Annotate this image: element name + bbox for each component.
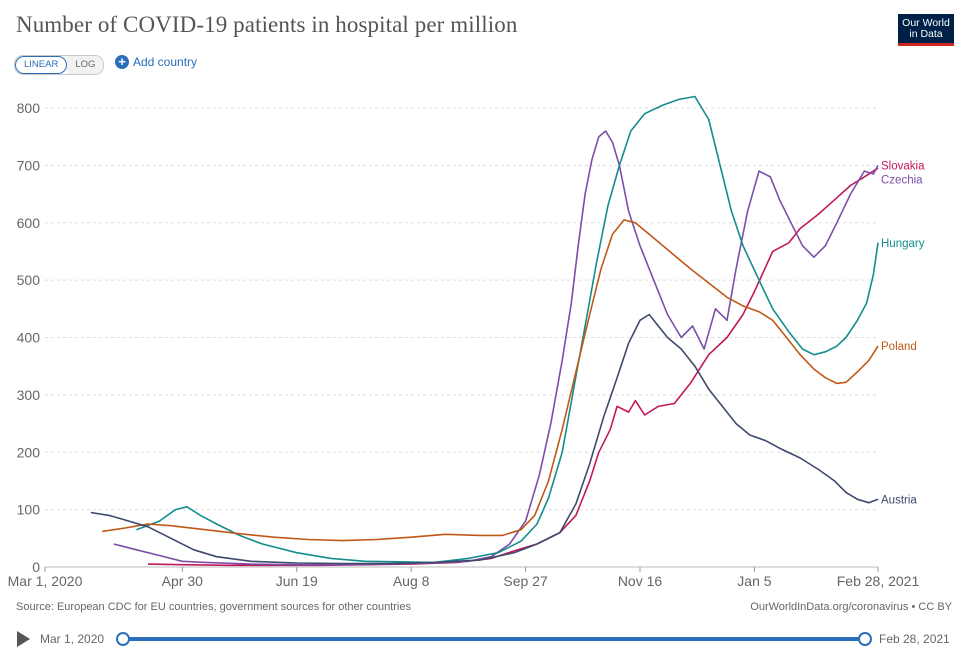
scale-toggle: LINEAR LOG: [14, 55, 105, 75]
credit-link[interactable]: OurWorldInData.org/coronavirus • CC BY: [750, 601, 952, 613]
y-tick-label: 100: [17, 502, 41, 518]
add-country-label: Add country: [133, 55, 198, 69]
play-icon[interactable]: [17, 631, 30, 647]
x-tick-label: Apr 30: [162, 573, 203, 589]
series-line-poland[interactable]: [102, 219, 879, 542]
y-tick-label: 800: [17, 100, 41, 116]
series-lines: [90, 95, 879, 567]
x-tick-label: Feb 28, 2021: [837, 573, 920, 589]
y-tick-label: 300: [17, 387, 41, 403]
linear-scale-button[interactable]: LINEAR: [15, 56, 68, 74]
y-tick-label: 200: [17, 444, 41, 460]
owid-logo[interactable]: Our World in Data: [898, 14, 954, 46]
series-label-hungary[interactable]: Hungary: [881, 238, 925, 250]
plus-icon: +: [115, 55, 129, 69]
add-country-button[interactable]: + Add country: [115, 55, 197, 69]
timeline-end-label: Feb 28, 2021: [879, 632, 950, 646]
page-title: Number of COVID-19 patients in hospital …: [16, 12, 518, 37]
x-tick-label: Nov 16: [618, 573, 663, 589]
series-label-poland[interactable]: Poland: [881, 341, 917, 353]
y-tick-label: 400: [17, 330, 41, 346]
x-tick-label: Aug 8: [393, 573, 430, 589]
y-tick-label: 500: [17, 272, 41, 288]
log-scale-button[interactable]: LOG: [67, 56, 104, 74]
x-axis-ticks: Mar 1, 2020 Apr 30 Jun 19 Aug 8 Sep 27 Nov 16…: [8, 567, 920, 589]
timeline-end-handle[interactable]: [858, 632, 872, 646]
series-label-czechia[interactable]: Czechia: [881, 174, 923, 186]
timeline: Mar 1, 2020 Feb 28, 2021: [0, 628, 969, 652]
series-label-slovakia[interactable]: Slovakia: [881, 160, 925, 172]
timeline-track[interactable]: [122, 637, 865, 641]
logo-line-1: Our World: [902, 17, 950, 29]
series-line-hungary[interactable]: [136, 95, 879, 564]
logo-line-2: in Data: [909, 28, 943, 40]
x-tick-label: Mar 1, 2020: [8, 573, 83, 589]
series-label-austria[interactable]: Austria: [881, 494, 917, 506]
source-note: Source: European CDC for EU countries, g…: [16, 601, 411, 613]
x-tick-label: Jan 5: [737, 573, 771, 589]
x-tick-label: Sep 27: [503, 573, 548, 589]
y-tick-label: 700: [17, 157, 41, 173]
series-labels: Slovakia Czechia Hungary Poland Austria: [881, 160, 925, 506]
grid-lines: [45, 107, 878, 568]
y-tick-label: 0: [32, 559, 40, 575]
y-axis-ticks: 0 100 200 300 400 500 600 700 800: [17, 100, 41, 575]
line-chart: 0 100 200 300 400 500 600 700 800 Mar 1, 2020 Apr…: [8, 95, 925, 589]
timeline-start-label: Mar 1, 2020: [40, 632, 105, 646]
x-tick-label: Jun 19: [276, 573, 318, 589]
series-line-slovakia[interactable]: [147, 167, 879, 567]
timeline-start-handle[interactable]: [116, 632, 130, 646]
series-line-czechia[interactable]: [113, 130, 879, 566]
series-line-austria[interactable]: [90, 313, 879, 565]
y-tick-label: 600: [17, 215, 41, 231]
